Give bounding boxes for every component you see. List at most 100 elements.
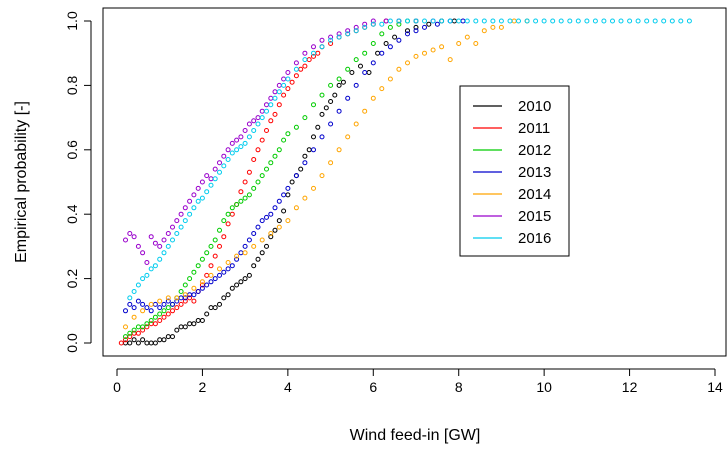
data-point xyxy=(405,18,410,24)
data-point xyxy=(396,37,402,43)
series-2013 xyxy=(123,18,466,314)
data-point xyxy=(195,289,201,294)
data-point xyxy=(259,250,265,256)
data-point xyxy=(165,243,171,249)
data-point xyxy=(170,237,175,243)
data-point xyxy=(268,95,274,101)
data-point xyxy=(251,157,257,162)
data-point xyxy=(148,301,154,307)
data-point xyxy=(152,314,158,320)
data-point xyxy=(447,57,453,63)
data-point xyxy=(405,31,410,37)
data-point xyxy=(195,318,201,323)
data-point xyxy=(251,263,257,269)
data-point xyxy=(481,18,487,24)
data-point xyxy=(242,276,248,282)
data-point xyxy=(127,340,133,346)
data-point xyxy=(234,202,240,207)
data-point xyxy=(281,76,287,82)
x-tick-label: 12 xyxy=(622,379,638,395)
data-point xyxy=(336,108,342,114)
data-point xyxy=(293,124,299,130)
data-point xyxy=(127,330,133,336)
data-point xyxy=(268,118,274,124)
data-point xyxy=(379,50,385,56)
data-point xyxy=(229,140,235,146)
data-point xyxy=(272,153,278,159)
data-point xyxy=(323,105,329,111)
data-point xyxy=(268,231,274,236)
data-point xyxy=(246,121,252,127)
data-point xyxy=(123,237,128,243)
data-point xyxy=(362,108,368,114)
data-point xyxy=(225,266,231,272)
x-tick-label: 10 xyxy=(536,379,552,395)
data-point xyxy=(405,60,410,66)
data-point xyxy=(140,276,146,282)
data-point xyxy=(212,276,218,282)
data-point xyxy=(178,224,184,230)
data-point xyxy=(131,327,137,333)
data-point xyxy=(157,298,163,304)
data-point xyxy=(238,250,244,256)
data-point xyxy=(264,102,269,108)
data-point xyxy=(199,179,205,185)
data-point xyxy=(135,330,141,336)
data-point xyxy=(328,34,334,40)
data-point xyxy=(178,211,184,217)
data-point xyxy=(217,169,222,175)
data-point xyxy=(328,121,334,127)
data-point xyxy=(345,66,351,72)
data-point xyxy=(276,218,282,224)
data-point xyxy=(118,340,124,346)
data-point xyxy=(208,243,214,249)
data-point xyxy=(268,211,274,217)
data-point xyxy=(533,18,539,24)
x-tick-label: 4 xyxy=(284,379,292,395)
data-point xyxy=(187,211,193,217)
data-point xyxy=(584,18,590,24)
data-point xyxy=(302,115,308,121)
data-point xyxy=(161,314,167,320)
data-point xyxy=(157,305,163,311)
data-point xyxy=(439,44,445,50)
data-point xyxy=(140,324,146,330)
data-point xyxy=(481,28,487,34)
data-point xyxy=(161,308,167,314)
data-point xyxy=(281,208,287,214)
data-point xyxy=(362,50,368,56)
data-point xyxy=(272,89,278,95)
data-point xyxy=(259,137,265,143)
data-point xyxy=(225,157,231,162)
data-point xyxy=(242,250,248,256)
data-point xyxy=(550,18,556,24)
data-point xyxy=(370,95,376,101)
data-point xyxy=(225,221,231,227)
data-point xyxy=(187,198,193,204)
data-point xyxy=(199,256,205,262)
data-point xyxy=(212,237,218,243)
data-point xyxy=(191,205,197,211)
data-point xyxy=(353,121,359,127)
data-point xyxy=(276,198,282,204)
data-point xyxy=(123,324,128,330)
data-point xyxy=(413,18,419,24)
data-point xyxy=(349,70,355,75)
data-point xyxy=(148,308,154,314)
data-point xyxy=(293,60,299,66)
data-point xyxy=(652,18,658,24)
data-point xyxy=(234,256,240,262)
data-point xyxy=(592,18,598,24)
data-point xyxy=(259,173,265,179)
data-point xyxy=(516,18,521,24)
data-point xyxy=(370,21,376,27)
data-point xyxy=(362,70,368,75)
data-point xyxy=(541,18,547,24)
data-point xyxy=(422,50,427,56)
data-point xyxy=(182,205,188,211)
data-point xyxy=(413,24,419,30)
data-point xyxy=(319,37,325,43)
legend-label: 2013 xyxy=(518,164,551,181)
y-tick-label: 1.0 xyxy=(64,11,80,31)
